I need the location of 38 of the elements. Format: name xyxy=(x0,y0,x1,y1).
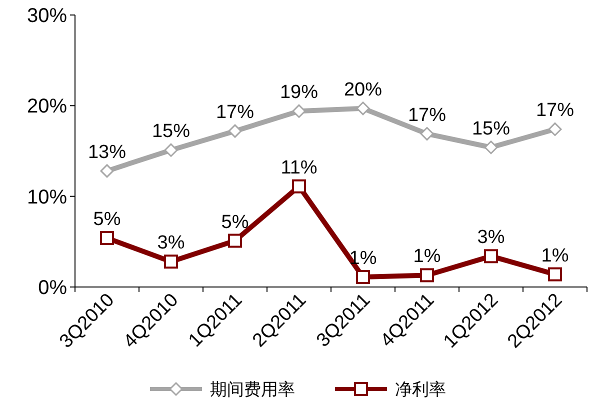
legend-label: 净利率 xyxy=(395,380,446,399)
y-tick-label: 0% xyxy=(38,277,68,299)
point xyxy=(420,127,434,141)
data-label: 3% xyxy=(157,232,185,254)
y-tick-label: 10% xyxy=(26,186,68,208)
point xyxy=(548,122,562,136)
data-label: 1% xyxy=(541,245,569,266)
legend-label: 期间费用率 xyxy=(210,380,295,399)
data-label: 5% xyxy=(93,209,121,230)
point xyxy=(164,143,178,157)
point xyxy=(292,104,306,118)
data-label: 17% xyxy=(408,104,446,126)
data-label: 11% xyxy=(280,157,318,178)
point xyxy=(548,267,562,282)
point xyxy=(164,254,178,269)
point xyxy=(420,268,434,282)
point xyxy=(100,164,114,178)
point xyxy=(484,249,498,264)
data-label: 17% xyxy=(536,100,574,122)
data-label: 20% xyxy=(344,79,382,100)
point xyxy=(356,270,370,284)
data-label: 1% xyxy=(413,246,441,268)
y-tick-label: 20% xyxy=(26,96,68,118)
data-label: 17% xyxy=(216,102,254,124)
y-tick-label: 30% xyxy=(26,5,68,27)
data-label: 15% xyxy=(472,118,510,140)
point xyxy=(228,234,242,248)
data-label: 19% xyxy=(280,82,318,104)
data-label: 15% xyxy=(152,121,190,142)
point xyxy=(100,231,114,246)
data-label: 3% xyxy=(477,227,505,248)
point xyxy=(228,124,242,138)
point xyxy=(292,179,306,194)
point xyxy=(356,102,370,116)
point xyxy=(484,140,498,154)
data-label: 1% xyxy=(349,248,377,270)
data-label: 13% xyxy=(88,142,126,163)
data-label: 5% xyxy=(221,212,249,233)
